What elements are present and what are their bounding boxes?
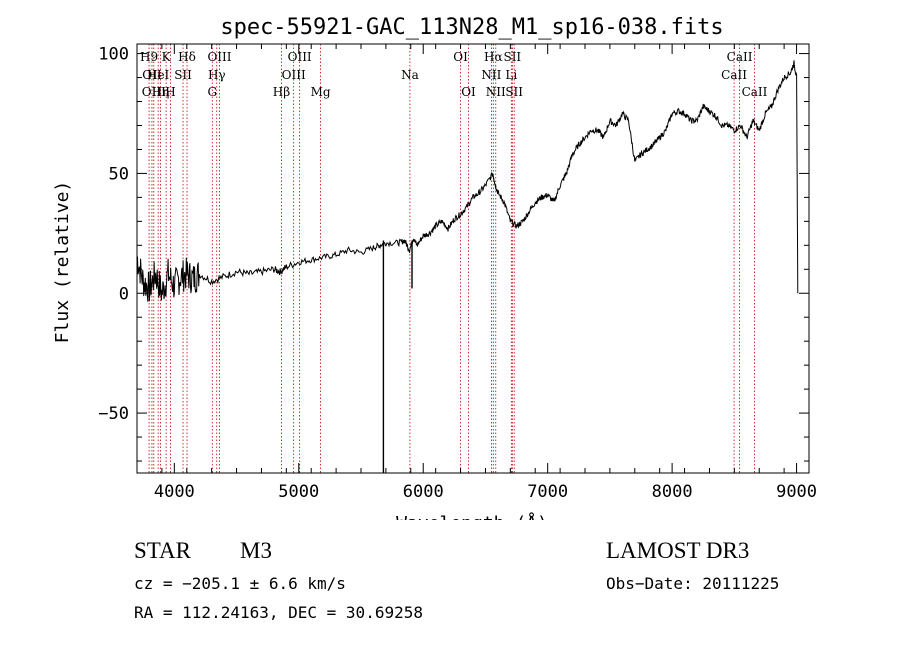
- line-label-18: OI: [461, 85, 476, 99]
- line-label-11: OIII: [207, 50, 231, 64]
- line-label-9: G: [207, 85, 217, 99]
- line-label-22: Li: [505, 68, 517, 82]
- spectrum-chart: spec-55921-GAC_113N28_M1_sp16-038.fits H…: [52, 15, 817, 520]
- line-label-14: OIII: [288, 50, 312, 64]
- x-tick-label-2: 6000: [403, 482, 444, 502]
- line-label-10: Hγ: [208, 68, 226, 82]
- line-label-27: CaII: [742, 85, 768, 99]
- x-axis: 4000 5000 6000 7000 8000 9000: [136, 44, 817, 502]
- line-label-16: Na: [401, 68, 419, 82]
- x-tick-label-4: 8000: [652, 482, 693, 502]
- line-label-21: NII: [486, 85, 506, 99]
- line-label-13: OIII: [282, 68, 306, 82]
- line-label-26: CaII: [727, 50, 753, 64]
- x-axis-label: Wavelength (Å): [396, 512, 548, 520]
- x-tick-label-1: 5000: [278, 482, 319, 502]
- series-layer: [136, 60, 799, 473]
- line-label-5: K: [162, 50, 172, 64]
- redshift-velocity: cz = −205.1 ± 6.6 km/s: [134, 574, 346, 593]
- coordinates: RA = 112.24163, DEC = 30.69258: [134, 603, 423, 622]
- object-class: STAR: [134, 538, 191, 563]
- line-label-0: H9: [140, 50, 158, 64]
- y-tick-label-0: −50: [98, 404, 129, 424]
- line-label-3: HeI: [147, 68, 170, 82]
- line-label-15: Mg: [311, 85, 331, 99]
- observation-date: Obs−Date: 20111225: [606, 574, 780, 593]
- x-tick-label-3: 7000: [527, 482, 568, 502]
- chart-title: spec-55921-GAC_113N28_M1_sp16-038.fits: [220, 15, 723, 40]
- spectral-line-markers: [148, 44, 755, 473]
- line-label-4: Hη: [152, 85, 170, 99]
- y-axis: −50 0 50 100: [98, 45, 809, 462]
- y-axis-label: Flux (relative): [52, 181, 73, 344]
- line-label-7: SII: [174, 68, 192, 82]
- x-tick-label-0: 4000: [154, 482, 195, 502]
- line-label-2: OIII: [142, 85, 166, 99]
- line-label-1: OII: [142, 68, 162, 82]
- line-label-6: H: [165, 85, 175, 99]
- y-tick-label-1: 0: [119, 284, 129, 304]
- line-label-25: CaII: [721, 68, 747, 82]
- series-line-0: [136, 60, 799, 302]
- survey-name: LAMOST DR3: [606, 538, 750, 563]
- line-label-17: OI: [453, 50, 468, 64]
- plot-frame: [136, 43, 810, 474]
- line-label-12: Hβ: [273, 85, 290, 99]
- spectral-line-labels: H9 OII OIII HeI Hη K H SII Hδ G Hγ OIII Hβ OIII OIII Mg…: [140, 50, 768, 99]
- line-label-19: NII: [481, 68, 501, 82]
- line-label-23: SII: [503, 50, 521, 64]
- y-tick-label-3: 100: [98, 45, 129, 65]
- line-label-20: Hα: [484, 50, 503, 64]
- line-label-8: Hδ: [178, 50, 196, 64]
- object-subclass: M3: [240, 538, 272, 563]
- line-label-24: SII: [505, 85, 523, 99]
- y-tick-label-2: 50: [109, 164, 129, 184]
- x-tick-label-5: 9000: [776, 482, 817, 502]
